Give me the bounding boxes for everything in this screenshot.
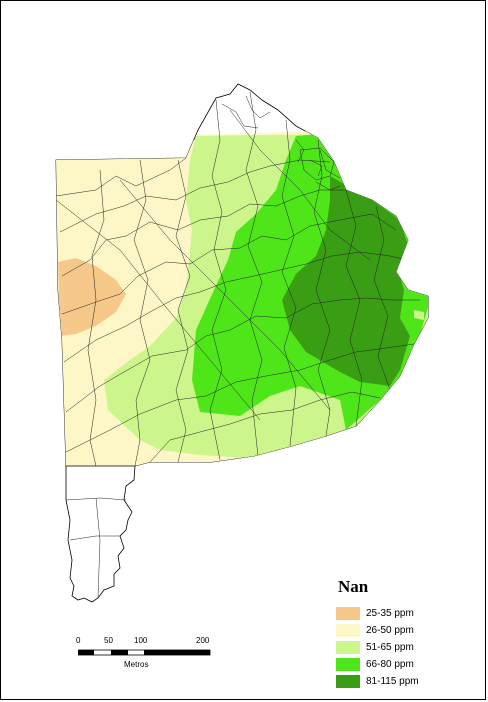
legend-label: 51-65 ppm xyxy=(366,642,414,653)
legend-title: Nan xyxy=(338,577,369,596)
map-legend: Nan 25-35 ppm 26-50 ppm 51-65 ppm 66-80 … xyxy=(336,577,476,690)
legend-item-51-65: 51-65 ppm xyxy=(336,639,476,656)
legend-swatch xyxy=(336,675,360,688)
metro-districts xyxy=(221,95,341,191)
scale-tick-50: 50 xyxy=(104,636,113,645)
scale-bar-graphic xyxy=(78,649,211,656)
legend-swatch xyxy=(336,658,360,671)
legend-swatch xyxy=(336,624,360,637)
scale-tick-100: 100 xyxy=(134,636,148,645)
legend-label: 26-50 ppm xyxy=(366,625,414,636)
scale-tick-0: 0 xyxy=(76,636,81,645)
legend-swatch xyxy=(336,607,360,620)
legend-item-26-50: 26-50 ppm xyxy=(336,622,476,639)
zone-25-35 xyxy=(58,258,126,336)
scale-tick-200: 200 xyxy=(196,636,210,645)
legend-item-66-80: 66-80 ppm xyxy=(336,656,476,673)
legend-swatch xyxy=(336,641,360,654)
legend-label: 66-80 ppm xyxy=(366,659,414,670)
zone-81-115 xyxy=(282,176,410,386)
southern-province xyxy=(65,465,136,603)
legend-label: 81-115 ppm xyxy=(366,676,419,687)
district-boundaries xyxy=(56,91,420,466)
legend-item-25-35: 25-35 ppm xyxy=(336,605,476,622)
scale-unit: Metros xyxy=(124,660,149,669)
legend-label: 25-35 ppm xyxy=(366,608,414,619)
legend-item-81-115: 81-115 ppm xyxy=(336,673,476,690)
scale-bar: 0 50 100 200 Metros xyxy=(72,636,212,670)
